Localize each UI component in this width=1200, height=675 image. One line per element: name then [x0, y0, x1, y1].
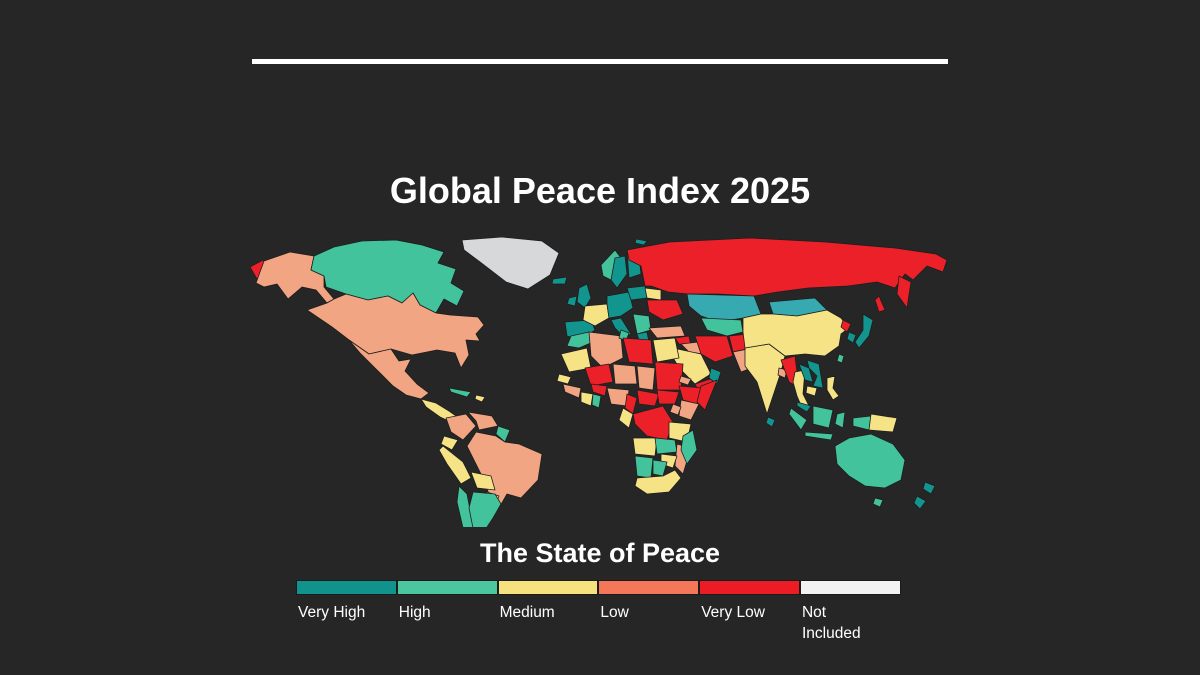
- region-russia: [626, 237, 948, 297]
- region-cuba: [448, 387, 472, 398]
- region-botswana: [652, 459, 668, 477]
- region-morocco: [566, 331, 594, 349]
- region-algeria: [588, 331, 624, 369]
- region-greenland: [461, 237, 560, 290]
- region-mali: [584, 363, 614, 387]
- legend-label-1: High: [398, 604, 431, 621]
- region-somalia: [696, 379, 718, 411]
- legend-label-0: Very High: [298, 604, 366, 621]
- region-taiwan: [836, 353, 845, 364]
- region-papua-new-guinea: [868, 413, 898, 433]
- region-uganda: [669, 403, 682, 416]
- region-ukraine: [646, 299, 684, 321]
- region-argentina: [468, 491, 502, 527]
- legend-swatch-4: [699, 580, 801, 595]
- legend-swatch-5: [800, 580, 901, 595]
- region-peru: [438, 445, 472, 485]
- region-sakhalin: [874, 295, 886, 313]
- region-namibia: [634, 455, 654, 479]
- region-france: [582, 303, 610, 327]
- region-central-asia: [700, 317, 744, 337]
- region-ivory-coast: [580, 391, 594, 407]
- region-sulawesi: [834, 411, 846, 429]
- region-poland-baltics: [626, 285, 648, 301]
- region-north-korea: [840, 319, 852, 333]
- region-ireland: [566, 295, 578, 307]
- region-japan: [854, 313, 874, 349]
- region-india: [744, 343, 786, 415]
- region-philippines: [826, 375, 840, 401]
- region-senegal: [556, 373, 572, 385]
- region-central-europe: [606, 291, 634, 319]
- legend-color-bar: [296, 580, 901, 595]
- region-borneo: [812, 405, 834, 429]
- page-title: Global Peace Index 2025: [389, 170, 811, 212]
- region-madagascar: [680, 429, 698, 465]
- region-central-african-republic: [636, 389, 660, 407]
- region-ghana: [591, 393, 602, 409]
- region-sweden: [610, 255, 628, 289]
- region-oman-uae: [708, 367, 722, 385]
- legend-title: The State of Peace: [479, 538, 721, 568]
- region-ecuador: [440, 435, 459, 451]
- region-south-korea: [846, 331, 857, 344]
- region-uk: [576, 283, 592, 309]
- region-burkina-faso: [590, 383, 608, 397]
- region-congo-gabon: [618, 407, 634, 429]
- region-turkey: [648, 325, 686, 339]
- region-belarus: [644, 287, 662, 301]
- top-divider-rule: [252, 59, 948, 64]
- region-china: [742, 309, 850, 357]
- legend-swatch-3: [598, 580, 700, 595]
- region-svalbard: [634, 238, 648, 246]
- region-drc: [632, 405, 674, 441]
- region-hispaniola: [474, 394, 486, 403]
- legend-label-3: Low: [600, 604, 629, 621]
- region-venezuela: [467, 411, 499, 431]
- region-south-sudan: [656, 389, 680, 405]
- region-zambia: [654, 437, 678, 455]
- region-sumatra: [788, 407, 808, 431]
- region-sri-lanka: [765, 416, 776, 428]
- legend-labels: Very High High Medium Low Very Low Not Includ…: [296, 602, 901, 644]
- region-guinea: [562, 383, 582, 399]
- region-australia: [834, 433, 906, 489]
- region-laos: [798, 363, 814, 383]
- region-niger: [612, 363, 638, 385]
- region-java: [804, 431, 834, 441]
- legend-swatch-2: [497, 580, 599, 595]
- world-map-svg: [250, 237, 948, 527]
- region-iceland: [551, 276, 568, 285]
- region-eritrea: [678, 375, 692, 386]
- region-south-africa: [634, 469, 682, 495]
- world-choropleth-map: [250, 237, 950, 527]
- region-vietnam: [806, 359, 824, 389]
- region-west-papua: [852, 415, 872, 431]
- region-balkans: [632, 313, 652, 335]
- region-chad: [636, 365, 656, 391]
- region-colombia: [445, 413, 477, 441]
- region-angola: [632, 437, 658, 457]
- region-new-zealand-south: [913, 495, 927, 510]
- region-egypt: [652, 337, 680, 363]
- region-mexico: [348, 339, 430, 400]
- legend-swatch-1: [396, 580, 498, 595]
- legend-swatch-0: [296, 580, 397, 595]
- region-new-zealand-north: [922, 481, 936, 495]
- region-tasmania: [872, 497, 884, 508]
- region-iran: [694, 335, 734, 363]
- region-cambodia: [805, 385, 818, 397]
- legend-label-5: Not Included: [801, 604, 861, 642]
- legend-label-2: Medium: [499, 604, 555, 621]
- region-usa: [306, 292, 485, 369]
- region-malaysia: [796, 401, 812, 413]
- region-libya: [622, 337, 654, 365]
- region-kenya: [678, 399, 700, 421]
- legend-label-4: Very Low: [701, 604, 765, 621]
- region-kamchatka: [896, 275, 912, 309]
- region-bolivia: [470, 471, 496, 491]
